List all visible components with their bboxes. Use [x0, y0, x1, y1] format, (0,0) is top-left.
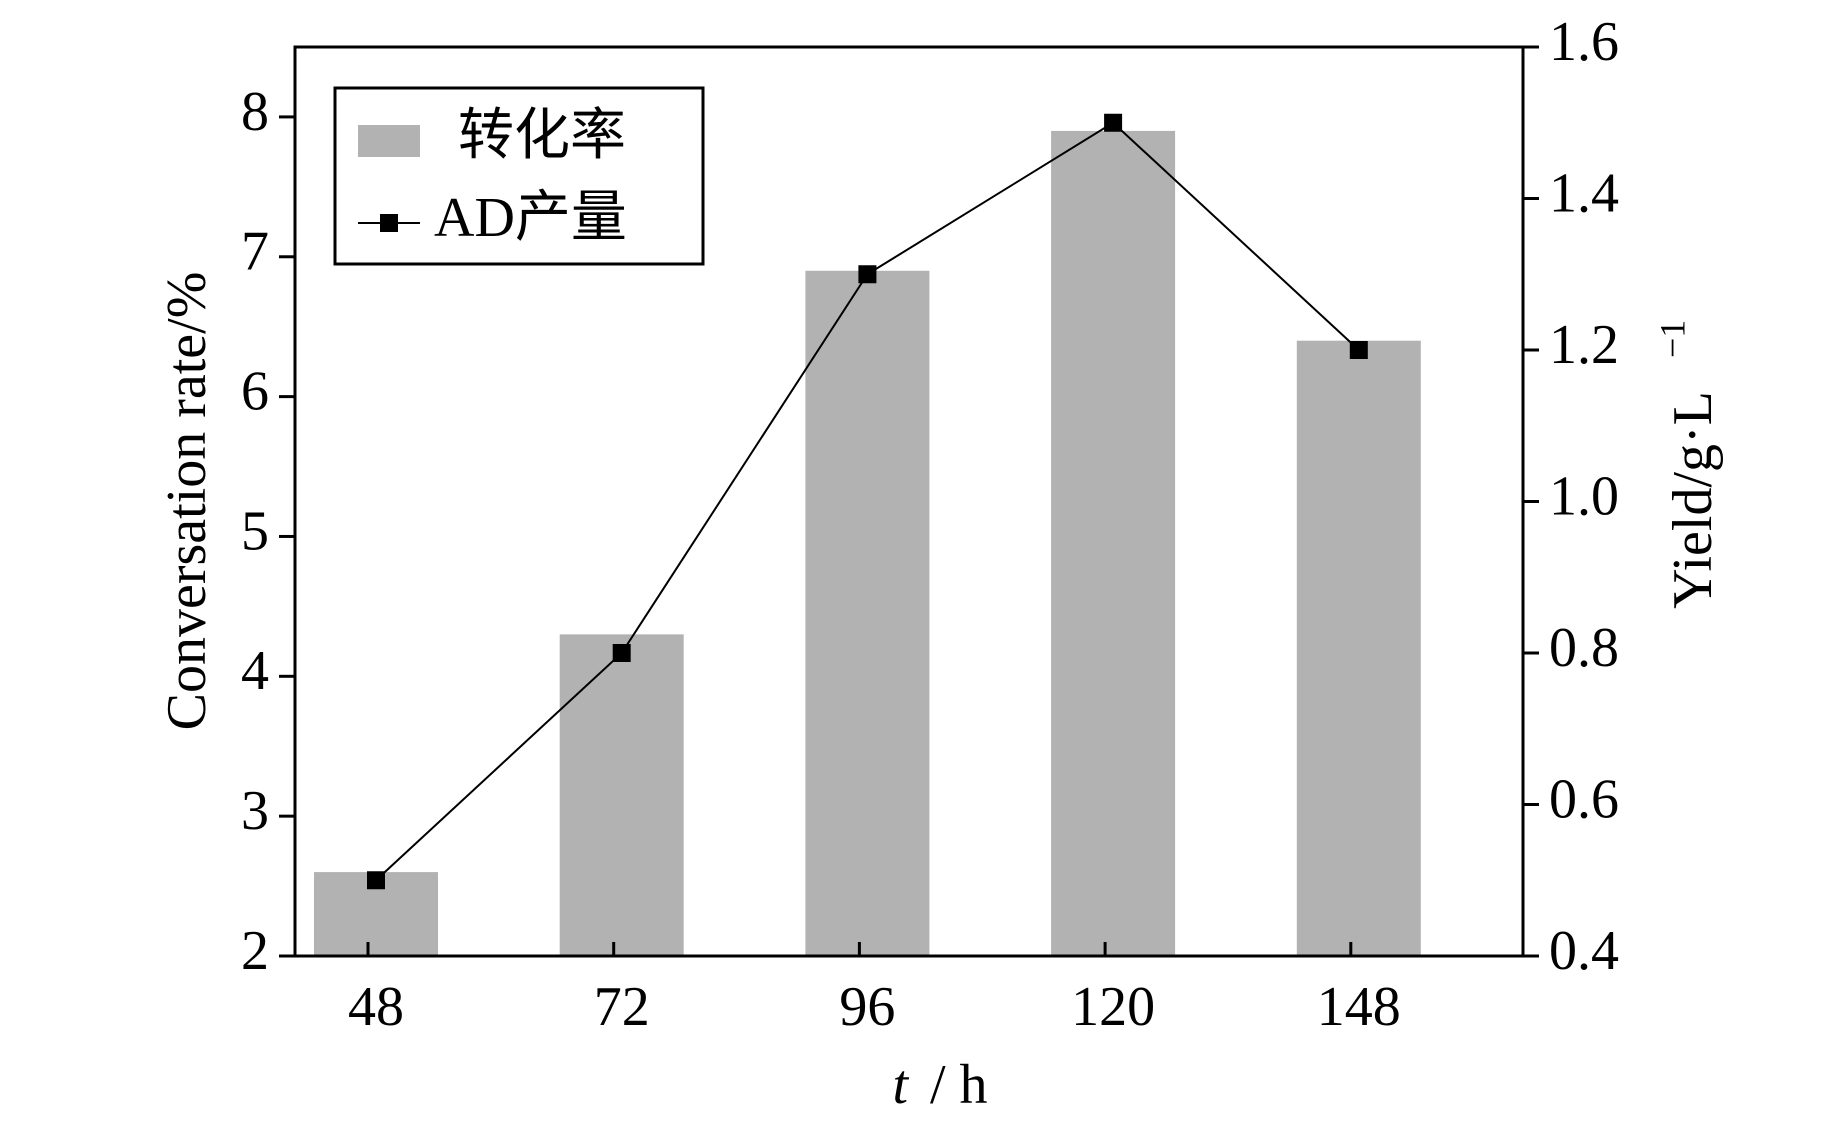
x-tick-label: 72	[594, 976, 650, 1038]
line-marker	[1104, 113, 1123, 132]
y2-tick-label: 1.6	[1549, 11, 1619, 73]
y2-tick-label: 1.0	[1549, 465, 1619, 527]
line-marker	[1349, 341, 1368, 359]
y2-axis-label-group: Yield/g·L −1	[1652, 320, 1724, 609]
x-tick-label: 120	[1071, 976, 1155, 1038]
line-marker	[612, 644, 631, 662]
y2-tick-label: 0.4	[1549, 920, 1619, 982]
legend-swatch	[358, 125, 420, 157]
y2-axis-label: Yield/g·L	[1662, 391, 1724, 609]
legend-marker	[380, 214, 398, 232]
y-tick-label: 8	[241, 81, 269, 143]
legend-box	[333, 86, 705, 266]
x-tick-label: 48	[348, 976, 404, 1038]
y-tick-label: 6	[241, 360, 269, 422]
y2-axis-label-sup: −1	[1652, 320, 1692, 358]
y-tick-label: 3	[241, 780, 269, 842]
x-axis-label-var: t	[892, 1054, 909, 1116]
x-axis-label-unit: / h	[930, 1054, 988, 1116]
bar	[1051, 130, 1176, 956]
y2-tick-label: 1.2	[1549, 314, 1619, 376]
y-tick-label: 2	[241, 920, 269, 982]
y-tick-label: 7	[241, 221, 269, 283]
y2-tick-label: 0.6	[1549, 768, 1619, 830]
x-tick-label: 96	[839, 976, 895, 1038]
bar	[1296, 340, 1421, 957]
y2-tick-label: 1.4	[1549, 162, 1619, 224]
y2-tick-label: 0.8	[1549, 617, 1619, 679]
y-tick-label: 5	[241, 500, 269, 562]
bar	[559, 634, 684, 956]
y-axis-label: Conversation rate/%	[156, 272, 218, 731]
legend-label: 转化率	[458, 105, 626, 167]
line-marker	[858, 265, 877, 284]
line-marker	[367, 871, 385, 890]
x-tick-label: 148	[1317, 976, 1401, 1038]
bar	[805, 270, 930, 956]
legend-label: AD产量	[434, 187, 627, 249]
y-tick-label: 4	[241, 640, 269, 702]
